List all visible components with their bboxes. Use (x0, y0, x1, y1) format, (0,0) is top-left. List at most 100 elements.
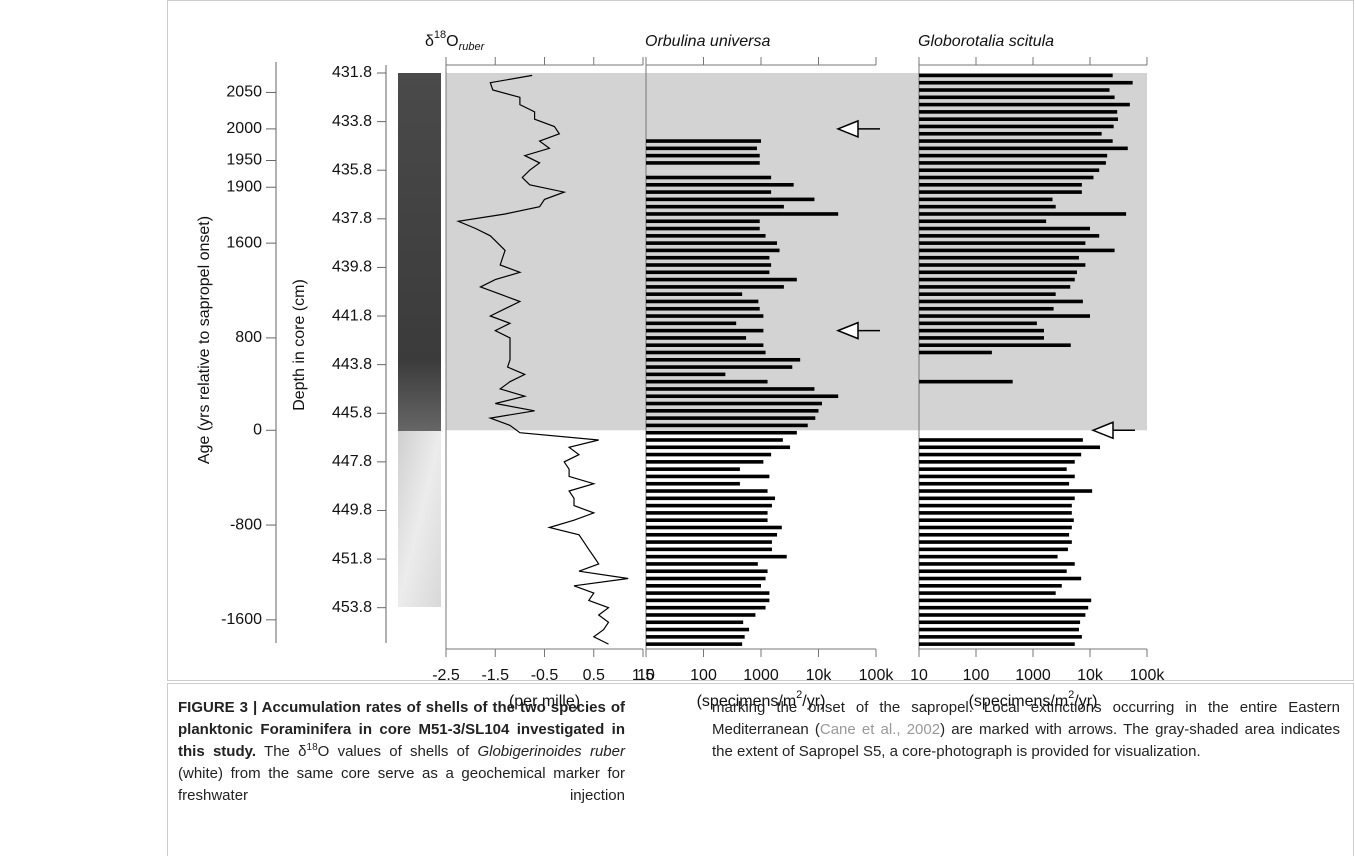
caption-frame (167, 683, 1354, 856)
caption-text: (white) from the same core serve as a ge… (178, 765, 625, 804)
bar (646, 481, 740, 486)
bar (919, 299, 1083, 304)
bar (646, 379, 768, 384)
bar (919, 547, 1068, 552)
core-photo-light (398, 431, 441, 607)
age-tick-label: -1600 (221, 611, 262, 628)
x-axis-title: (per mille) (509, 693, 580, 710)
bar (646, 343, 764, 348)
bar (646, 576, 766, 581)
x-tick-label: 10 (637, 667, 655, 684)
bar (646, 605, 766, 610)
bar (646, 255, 770, 260)
x-tick-label: 10k (806, 667, 833, 684)
age-tick-label: 2000 (226, 120, 262, 137)
bar (646, 496, 775, 501)
bar (919, 518, 1074, 522)
x-axis-title-part: 2 (796, 689, 802, 701)
bar (919, 102, 1130, 107)
bar (919, 445, 1101, 450)
bar (919, 234, 1100, 238)
x-axis-title-part: (specimens/m (969, 693, 1069, 710)
bar (919, 511, 1072, 515)
bar (919, 496, 1075, 501)
depth-tick-label: 445.8 (332, 404, 372, 421)
x-tick-label: 10 (910, 667, 928, 684)
x-tick-label: 1000 (743, 667, 779, 684)
extinction-arrow (835, 119, 880, 139)
depth-tick-label: 437.8 (332, 210, 372, 227)
x-tick-label: 1000 (1015, 667, 1051, 684)
x-tick-label: 1.5 (632, 667, 654, 684)
bar (646, 620, 744, 625)
depth-tick-label: 439.8 (332, 259, 372, 276)
bar (919, 467, 1067, 471)
bar (646, 584, 761, 588)
bar (646, 234, 766, 238)
bar (646, 627, 750, 632)
bar (919, 131, 1102, 136)
depth-tick-label: 433.8 (332, 113, 372, 130)
bar (646, 445, 791, 450)
bar (646, 146, 757, 151)
bar (919, 605, 1089, 610)
bar (919, 175, 1094, 180)
bar (646, 598, 770, 603)
bar (919, 569, 1067, 574)
bar (919, 204, 1056, 209)
depth-tick-label: 451.8 (332, 550, 372, 567)
depth-tick-label: 453.8 (332, 599, 372, 616)
bar (919, 168, 1100, 173)
depth-tick-label: 441.8 (332, 307, 372, 324)
bar (919, 263, 1086, 267)
bar (646, 219, 760, 224)
panel-title-part: O (446, 33, 458, 50)
bar (919, 314, 1090, 318)
bar (646, 525, 782, 530)
bar (919, 460, 1075, 464)
bar (646, 182, 794, 187)
caption-text: marking the onset of the sapropel. Local… (712, 699, 1340, 738)
x-tick-label: -2.5 (432, 667, 460, 684)
bar (646, 153, 760, 158)
bar (646, 306, 760, 311)
bar (919, 146, 1128, 151)
bar (646, 569, 768, 574)
x-tick-label: 100k (1130, 667, 1166, 684)
bar (646, 532, 778, 537)
bar (919, 532, 1070, 537)
bar (646, 452, 772, 457)
bar (646, 401, 822, 406)
bar (919, 241, 1086, 245)
x-tick-label: -0.5 (531, 667, 559, 684)
bar (919, 503, 1072, 508)
x-axis-title-part: /yr) (1074, 693, 1097, 710)
figure-frame (167, 0, 1354, 681)
panel-title-part: δ (425, 33, 434, 50)
x-tick-label: 100 (963, 667, 990, 684)
bar (646, 328, 764, 333)
bar (646, 387, 815, 391)
age-tick-label: 1600 (226, 234, 262, 251)
bar (646, 540, 772, 544)
bar (646, 591, 770, 595)
bar (646, 394, 839, 399)
bar (919, 481, 1070, 486)
x-tick-label: 100 (690, 667, 717, 684)
bar (919, 328, 1045, 333)
extinction-arrow (1090, 421, 1135, 440)
caption-text: ) are marked with arrows. The gray-shade… (712, 721, 1340, 760)
core-photo-dark (398, 73, 441, 431)
panel-title-part: ruber (459, 41, 486, 53)
bar (919, 321, 1037, 326)
x-axis-title-part: /yr) (802, 693, 825, 710)
bar (919, 438, 1083, 442)
x-axis-title: (specimens/m2/yr) (969, 689, 1098, 710)
bar (919, 598, 1092, 603)
bar (919, 80, 1133, 85)
bar (919, 117, 1119, 121)
bar (646, 248, 780, 253)
bar (646, 190, 772, 194)
age-tick-label: 1950 (226, 152, 262, 169)
